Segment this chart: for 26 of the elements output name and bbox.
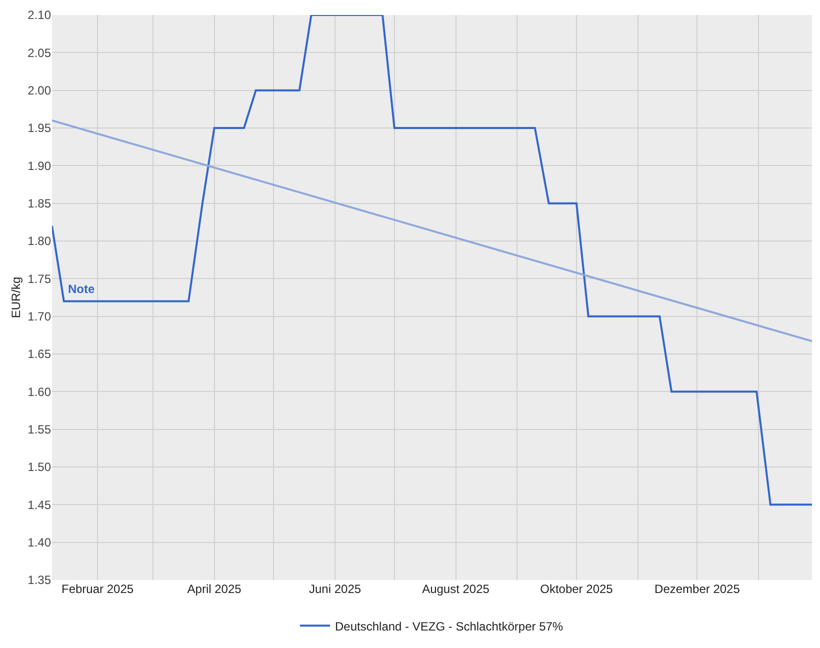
y-tick-label: 2.10 bbox=[28, 8, 52, 22]
line-series bbox=[52, 15, 812, 506]
y-tick-label: 1.70 bbox=[28, 310, 52, 324]
y-tick-label: 1.90 bbox=[28, 158, 52, 173]
y-axis-title: EUR/kg bbox=[8, 276, 23, 318]
y-tick-label: 1.65 bbox=[28, 347, 52, 362]
y-tick-label: 1.55 bbox=[28, 422, 52, 437]
y-tick-label: 1.80 bbox=[28, 234, 52, 248]
x-tick-label: Juni 2025 bbox=[308, 582, 362, 596]
y-tick-label: 1.75 bbox=[28, 272, 52, 286]
x-tick-label: Februar 2025 bbox=[61, 582, 134, 596]
y-tick-label: 1.85 bbox=[28, 196, 52, 211]
y-tick-label: 1.60 bbox=[28, 384, 52, 399]
x-tick-label: Dezember 2025 bbox=[654, 582, 740, 596]
x-tick-label: Oktober 2025 bbox=[540, 582, 614, 596]
x-tick-label: April 2025 bbox=[187, 582, 242, 596]
legend-label: Deutschland - VEZG - Schlachtkörper 57% bbox=[335, 619, 564, 634]
x-tick-label: August 2025 bbox=[422, 582, 490, 596]
y-tick-label: 2.00 bbox=[28, 84, 52, 98]
y-tick-label: 1.45 bbox=[28, 498, 52, 512]
annotation: Note bbox=[68, 282, 95, 296]
y-tick-label: 2.05 bbox=[28, 46, 52, 60]
y-tick-label: 1.95 bbox=[28, 121, 52, 136]
y-tick-label: 1.50 bbox=[28, 460, 52, 474]
y-tick-label: 1.35 bbox=[28, 573, 52, 588]
y-tick-label: 1.40 bbox=[28, 536, 52, 550]
